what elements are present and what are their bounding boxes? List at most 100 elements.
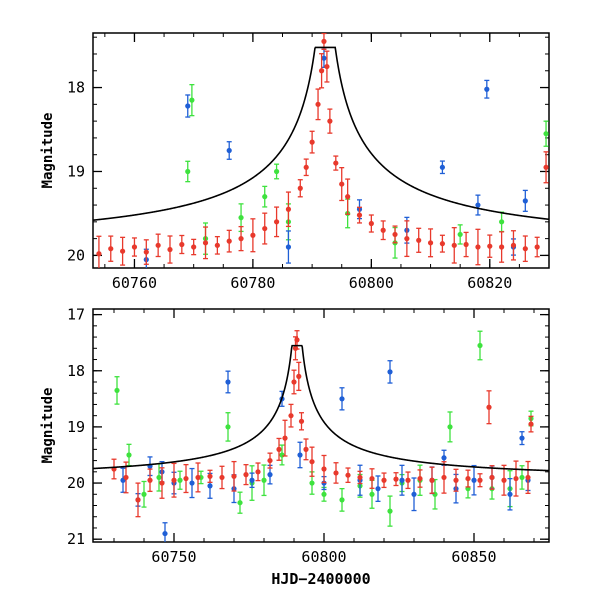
data-point xyxy=(416,227,422,253)
data-point xyxy=(249,472,255,489)
x-axis-label: HJD−2400000 xyxy=(271,570,370,588)
data-point xyxy=(185,160,191,183)
data-point xyxy=(171,462,177,498)
data-point xyxy=(471,464,477,496)
data-point xyxy=(345,178,351,215)
data-point xyxy=(463,231,469,258)
data-point xyxy=(108,235,114,262)
data-point xyxy=(135,482,141,518)
data-point xyxy=(510,230,517,261)
data-point xyxy=(399,464,405,496)
data-point xyxy=(238,225,244,252)
data-point xyxy=(507,477,513,511)
top-panel: 60760 60780 60800 60820 18 19 20 Magnitude xyxy=(40,32,550,292)
y-tick-label: 21 xyxy=(67,530,85,548)
data-point xyxy=(207,469,213,483)
data-point xyxy=(345,467,351,483)
data-point xyxy=(369,468,375,489)
data-point xyxy=(451,227,457,264)
data-point xyxy=(159,467,165,499)
data-point xyxy=(162,522,168,542)
data-point xyxy=(318,53,325,89)
data-point xyxy=(291,369,297,395)
data-point xyxy=(339,387,345,411)
data-point xyxy=(219,465,225,490)
data-point xyxy=(380,220,386,241)
data-point xyxy=(262,185,268,208)
data-point xyxy=(519,431,525,446)
data-point xyxy=(528,415,534,433)
x-tick-label: 60800 xyxy=(349,274,394,292)
data-point xyxy=(368,214,374,233)
data-point xyxy=(285,230,292,264)
data-point xyxy=(309,130,315,154)
y-axis-label: Magnitude xyxy=(40,388,56,464)
data-point xyxy=(243,464,249,486)
data-point xyxy=(321,454,327,484)
data-point xyxy=(189,84,195,117)
model-curve xyxy=(93,46,549,221)
plot-frame xyxy=(92,308,550,543)
data-point xyxy=(356,206,363,224)
data-point xyxy=(120,236,126,266)
data-point xyxy=(333,155,339,171)
data-point xyxy=(439,160,446,175)
data-point xyxy=(177,470,183,490)
bottom-panel: 60750 60800 60850 17 18 19 20 21 Magnitude HJD−24… xyxy=(40,306,550,588)
data-point xyxy=(339,167,345,202)
y-tick-label: 20 xyxy=(67,246,85,264)
data-point xyxy=(487,234,493,258)
plot-frame xyxy=(92,32,550,269)
data-point xyxy=(111,458,117,480)
data-point xyxy=(453,468,459,492)
data-point xyxy=(375,475,381,502)
x-tick-label: 60820 xyxy=(467,274,512,292)
data-point xyxy=(405,471,411,490)
data-point xyxy=(297,441,303,469)
data-point xyxy=(250,218,256,253)
data-point xyxy=(534,236,540,258)
data-point xyxy=(417,469,423,488)
data-point xyxy=(525,460,531,494)
y-tick-label: 18 xyxy=(67,79,85,97)
data-point xyxy=(543,151,549,184)
data-point xyxy=(381,472,387,489)
data-point xyxy=(96,235,102,268)
data-point xyxy=(393,472,399,487)
data-point xyxy=(214,235,220,255)
data-point xyxy=(489,465,495,490)
data-point xyxy=(522,235,528,263)
data-point xyxy=(499,231,505,263)
data-point xyxy=(143,239,149,265)
data-point xyxy=(261,464,267,497)
data-point xyxy=(315,88,321,121)
data-point xyxy=(189,467,195,499)
y-axis-label: Magnitude xyxy=(40,113,56,189)
data-point xyxy=(501,464,507,496)
data-point xyxy=(457,224,463,245)
data-point xyxy=(226,229,232,253)
data-point xyxy=(477,330,483,361)
data-point xyxy=(333,462,339,484)
data-point xyxy=(339,487,345,512)
data-point xyxy=(387,360,393,384)
data-point xyxy=(432,478,438,510)
data-point xyxy=(185,94,191,118)
data-point xyxy=(465,469,471,488)
data-point xyxy=(477,473,483,488)
data-point xyxy=(499,211,505,233)
plot-area xyxy=(93,33,549,268)
data-point xyxy=(183,463,189,494)
data-point xyxy=(114,376,120,405)
data-point xyxy=(276,437,282,461)
data-point xyxy=(225,412,231,442)
data-point xyxy=(198,470,204,485)
y-tick-label: 20 xyxy=(67,474,85,492)
data-point xyxy=(513,460,519,497)
x-tick-label: 60760 xyxy=(112,274,157,292)
data-point xyxy=(357,470,363,485)
data-point xyxy=(404,220,410,258)
data-point xyxy=(441,461,447,494)
data-point xyxy=(411,477,417,512)
